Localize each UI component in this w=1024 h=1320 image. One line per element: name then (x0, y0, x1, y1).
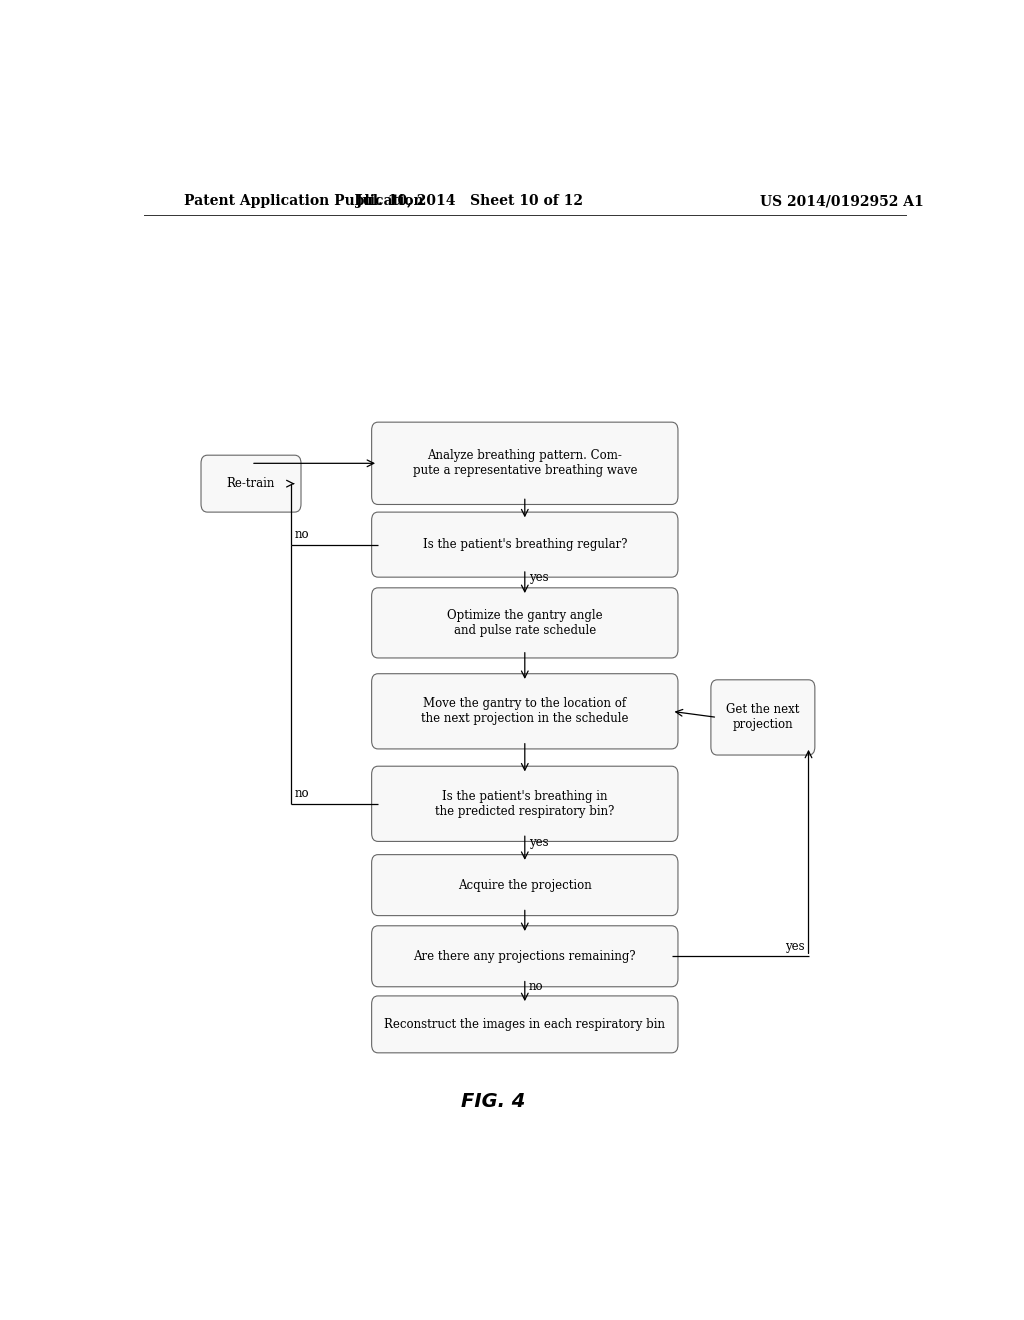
Text: Move the gantry to the location of
the next projection in the schedule: Move the gantry to the location of the n… (421, 697, 629, 725)
FancyBboxPatch shape (372, 673, 678, 748)
Text: Is the patient's breathing in
the predicted respiratory bin?: Is the patient's breathing in the predic… (435, 789, 614, 818)
Text: Get the next
projection: Get the next projection (726, 704, 800, 731)
Text: Reconstruct the images in each respiratory bin: Reconstruct the images in each respirato… (384, 1018, 666, 1031)
FancyBboxPatch shape (372, 995, 678, 1053)
FancyBboxPatch shape (372, 422, 678, 504)
Text: no: no (295, 787, 309, 800)
Text: FIG. 4: FIG. 4 (461, 1092, 525, 1111)
Text: Patent Application Publication: Patent Application Publication (183, 194, 423, 209)
FancyBboxPatch shape (372, 854, 678, 916)
FancyBboxPatch shape (372, 512, 678, 577)
FancyBboxPatch shape (711, 680, 815, 755)
Text: Jul. 10, 2014   Sheet 10 of 12: Jul. 10, 2014 Sheet 10 of 12 (355, 194, 583, 209)
FancyBboxPatch shape (201, 455, 301, 512)
Text: Analyze breathing pattern. Com-
pute a representative breathing wave: Analyze breathing pattern. Com- pute a r… (413, 449, 637, 478)
Text: Optimize the gantry angle
and pulse rate schedule: Optimize the gantry angle and pulse rate… (447, 609, 602, 636)
Text: Acquire the projection: Acquire the projection (458, 879, 592, 891)
Text: US 2014/0192952 A1: US 2014/0192952 A1 (761, 194, 924, 209)
FancyBboxPatch shape (372, 587, 678, 657)
Text: Is the patient's breathing regular?: Is the patient's breathing regular? (423, 539, 627, 552)
Text: yes: yes (528, 572, 549, 583)
Text: Are there any projections remaining?: Are there any projections remaining? (414, 950, 636, 962)
FancyBboxPatch shape (372, 925, 678, 987)
Text: yes: yes (528, 837, 549, 850)
FancyBboxPatch shape (372, 766, 678, 841)
Text: no: no (528, 979, 544, 993)
Text: Re-train: Re-train (227, 477, 275, 490)
Text: yes: yes (785, 940, 805, 953)
Text: no: no (295, 528, 309, 541)
